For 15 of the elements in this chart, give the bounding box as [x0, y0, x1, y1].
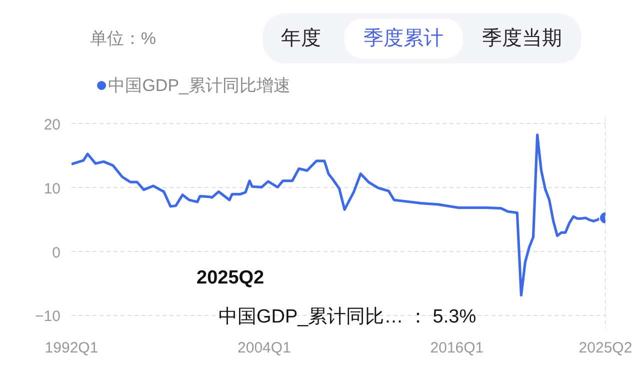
text: 年度: [280, 28, 321, 50]
annotation: 2025Q2: [196, 267, 264, 288]
text: 季度当期: [482, 28, 562, 50]
x-tick-label: 2004Q1: [238, 340, 291, 356]
annotation: 中国GDP_累计同比… ： 5.3%: [218, 306, 476, 328]
y-tick-label: 20: [44, 116, 61, 134]
y-axis-title: 单位：%: [90, 29, 156, 48]
y-tick-label: −10: [35, 308, 61, 326]
x-tick-label: 2025Q2: [578, 340, 632, 356]
x-tick-label: 2016Q1: [430, 340, 484, 356]
text: 季度累计: [364, 28, 444, 50]
x-tick-label: 1992Q1: [44, 340, 98, 356]
y-tick-label: 0: [52, 244, 60, 262]
legend-label: 中国GDP_累计同比增速: [108, 76, 291, 95]
y-tick-label: 10: [44, 180, 61, 198]
